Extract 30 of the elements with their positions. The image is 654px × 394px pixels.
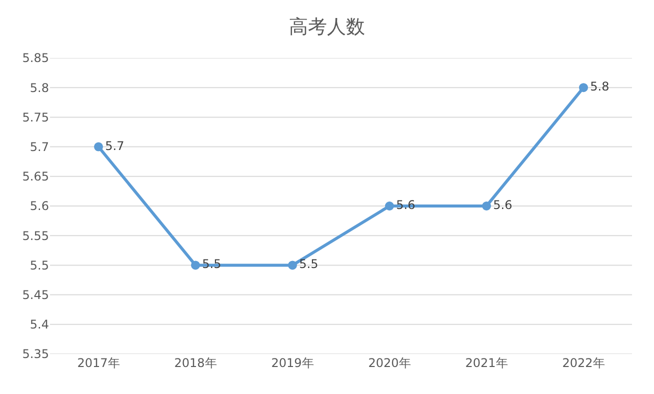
point (579, 83, 588, 92)
x-tick-label: 2018年 (174, 356, 217, 370)
y-tick-label: 5.7 (30, 140, 49, 154)
y-tick-label: 5.85 (22, 51, 49, 66)
y-tick-label: 5.5 (30, 258, 49, 272)
y-tick-label: 5.65 (22, 170, 49, 184)
point (191, 260, 200, 270)
y-tick-label: 5.55 (22, 228, 49, 243)
y-tick-label: 5.4 (30, 318, 49, 332)
y-tick-label: 5.35 (22, 347, 49, 362)
point (94, 142, 103, 152)
x-tick-label: 2020年 (368, 356, 411, 370)
point (288, 260, 297, 270)
data-label: 5.5 (299, 257, 318, 272)
x-tick-label: 2021年 (465, 356, 508, 370)
chart-title: 高考人数 (289, 16, 365, 38)
point (482, 202, 491, 210)
data-label: 5.7 (105, 138, 124, 153)
y-tick-label: 5.75 (22, 110, 49, 124)
data-label: 5.6 (396, 198, 416, 212)
y-tick-label: 5.6 (30, 199, 49, 214)
y-tick-label: 5.8 (30, 80, 49, 95)
y-tick-label: 5.45 (22, 288, 49, 302)
data-label: 5.6 (493, 198, 512, 212)
x-tick-label: 2022年 (562, 356, 605, 370)
data-label: 5.5 (202, 257, 222, 272)
point (385, 202, 394, 210)
x-tick-label: 2019年 (271, 356, 314, 370)
data-label: 5.8 (590, 80, 610, 94)
x-tick-label: 2017年 (77, 356, 120, 370)
